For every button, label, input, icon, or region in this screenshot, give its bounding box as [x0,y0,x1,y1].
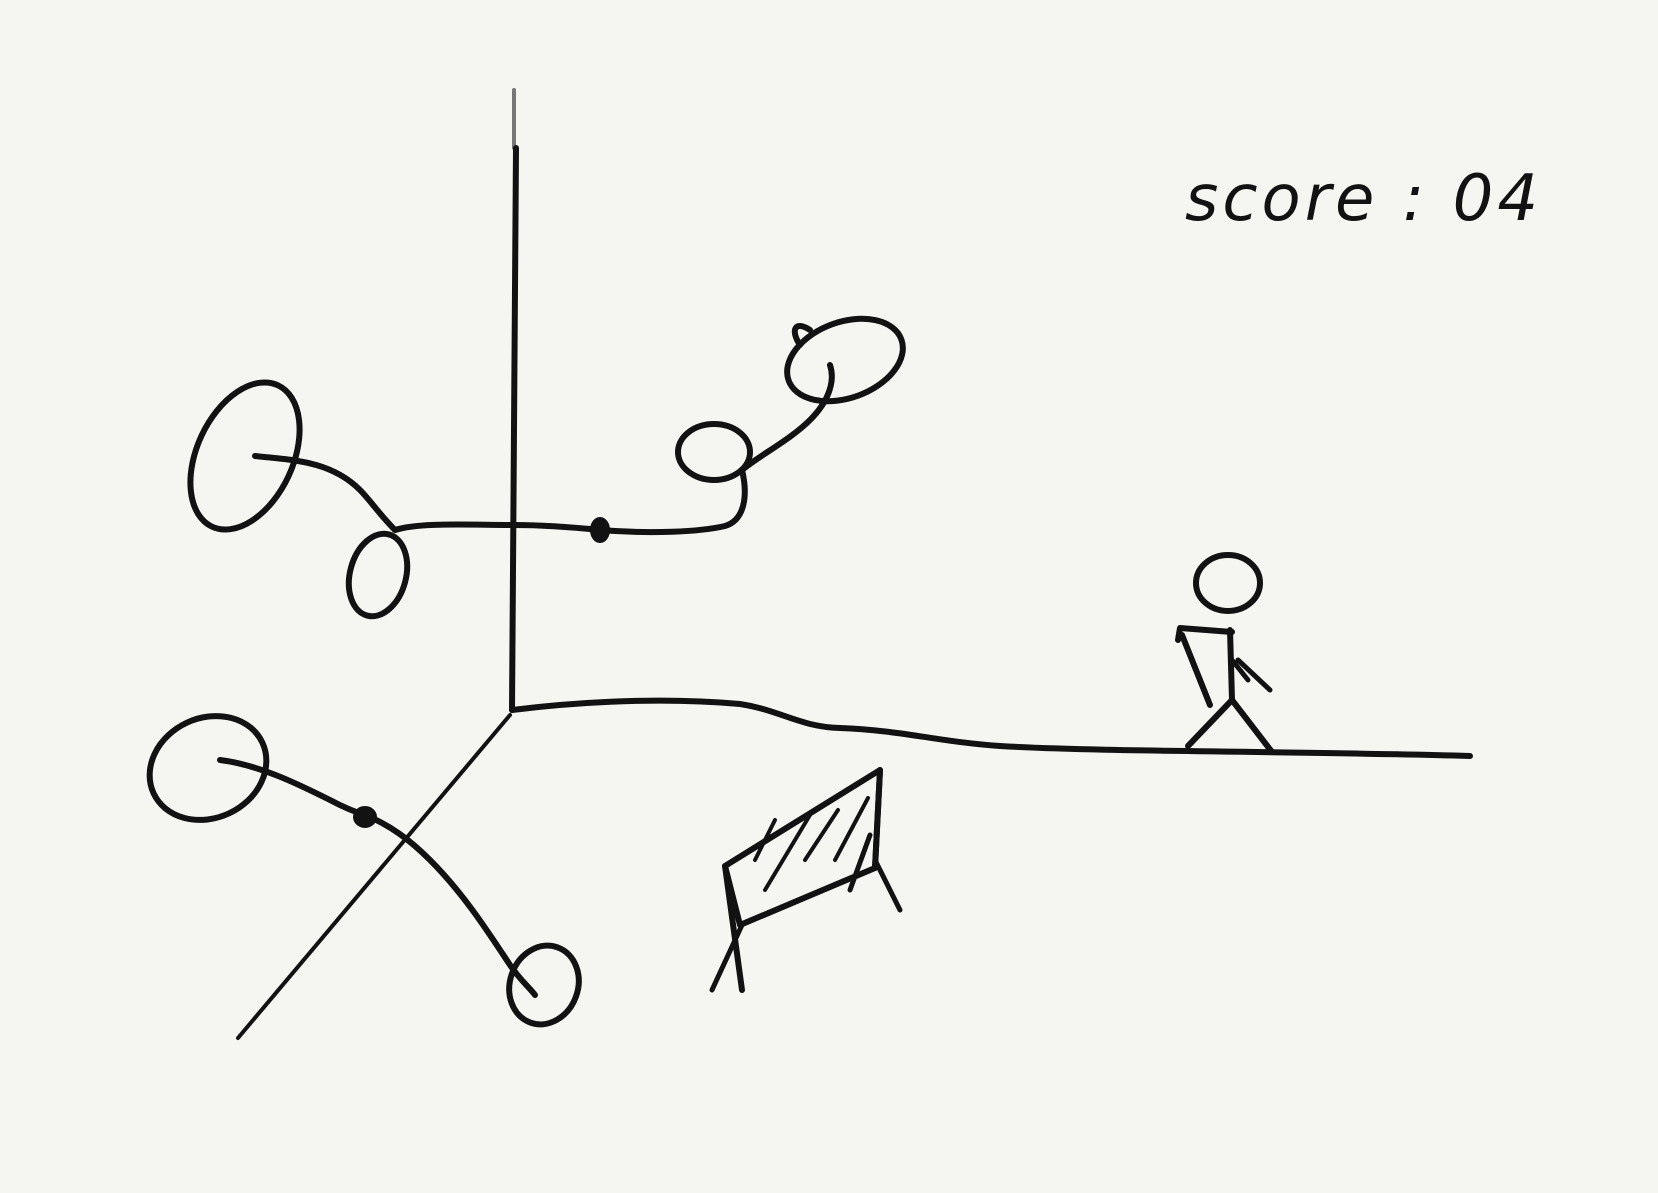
upper-right-rings [675,315,906,483]
target-ring-bottom [506,942,582,1028]
target-ring-bottom-left [146,713,270,823]
lower-branch [217,757,538,998]
vertical-pole [509,88,519,713]
branch-joint-dot-lower [353,806,377,828]
ground-track [509,697,1473,759]
hurdle-obstacle [709,767,903,993]
target-ring-upper-left [187,379,303,533]
score-display: score : 04 [1185,162,1542,236]
target-ring-lower-left [345,530,411,620]
player-head [1193,552,1263,614]
upper-branch [252,453,748,543]
player-stick-figure[interactable] [1175,552,1275,755]
diagonal-track [236,713,512,1040]
